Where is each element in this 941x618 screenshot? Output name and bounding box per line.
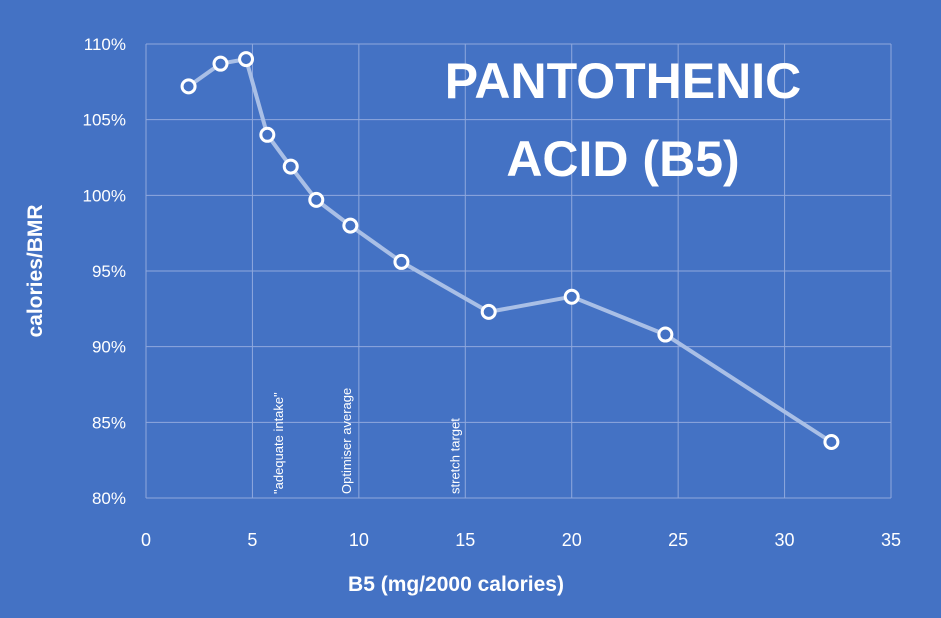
data-point — [657, 326, 674, 343]
y-tick-label: 80% — [92, 489, 126, 508]
y-tick-label: 90% — [92, 338, 126, 357]
x-tick-label: 5 — [247, 530, 257, 550]
data-point — [480, 303, 497, 320]
data-point — [563, 288, 580, 305]
chart-title-line-1: PANTOTHENIC — [445, 53, 802, 109]
annotation-label: Optimiser average — [339, 388, 354, 494]
y-tick-label: 95% — [92, 262, 126, 281]
y-tick-label: 105% — [83, 111, 126, 130]
y-tick-label: 110% — [84, 35, 126, 54]
annotations: "adequate intake" Optimiser average stretc… — [271, 388, 463, 494]
x-tick-label: 30 — [775, 530, 795, 550]
annotation-label: stretch target — [448, 418, 463, 494]
annotation-label: "adequate intake" — [271, 392, 286, 494]
data-point — [823, 434, 840, 451]
data-point — [212, 55, 229, 72]
data-point — [180, 78, 197, 95]
x-tick-label: 20 — [562, 530, 582, 550]
x-tick-label: 10 — [349, 530, 369, 550]
y-axis-title: calories/BMR — [24, 204, 47, 337]
chart-title-line-2: ACID (B5) — [506, 131, 739, 187]
x-tick-label: 25 — [668, 530, 688, 550]
data-point — [282, 158, 299, 175]
data-point — [259, 126, 276, 143]
data-point — [342, 217, 359, 234]
x-tick-label: 35 — [881, 530, 901, 550]
y-tick-label: 100% — [83, 186, 126, 205]
data-point — [393, 253, 410, 270]
x-axis-title: B5 (mg/2000 calories) — [348, 573, 564, 596]
x-tick-label: 0 — [141, 530, 151, 550]
data-point — [238, 51, 255, 68]
x-tick-label: 15 — [455, 530, 475, 550]
series — [180, 51, 840, 451]
tick-labels: 0 5 10 15 20 25 30 35 80% 85% 90% 95% 100% 105% 110% — [83, 35, 902, 550]
grid — [145, 43, 892, 499]
data-point — [308, 191, 325, 208]
y-tick-label: 85% — [92, 413, 126, 432]
